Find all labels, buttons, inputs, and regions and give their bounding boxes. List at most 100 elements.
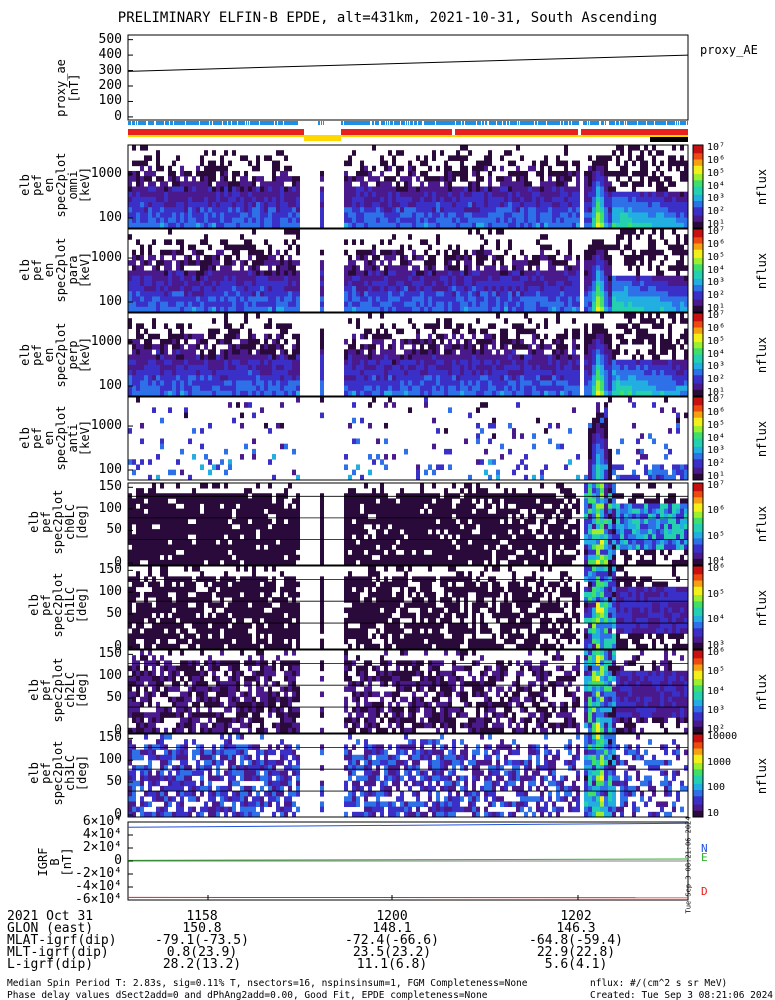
heatmap-cell — [568, 244, 572, 251]
heatmap-cell — [564, 359, 568, 366]
heatmap-cell — [444, 202, 448, 208]
heatmap-cell — [256, 286, 260, 292]
heatmap-cell — [140, 286, 144, 292]
heatmap-cell — [636, 364, 640, 371]
heatmap-cell — [460, 176, 464, 182]
heatmap-cell — [364, 196, 368, 203]
heatmap-cell — [400, 364, 404, 371]
heatmap-cell — [668, 176, 672, 182]
heatmap-cell — [168, 165, 172, 172]
heatmap-cell — [388, 375, 392, 381]
heatmap-cell — [180, 306, 184, 313]
heatmap-cell — [364, 217, 368, 224]
heatmap-cell — [228, 160, 232, 167]
heatmap-cell — [200, 354, 204, 361]
heatmap-cell — [136, 306, 140, 313]
heatmap-cell — [432, 296, 436, 303]
heatmap-cell — [480, 207, 484, 213]
colorbar-step — [693, 196, 703, 200]
status-blue-segment — [233, 121, 234, 125]
heatmap-cell — [260, 176, 264, 182]
heatmap-cell — [476, 318, 480, 324]
heatmap-cell — [296, 280, 300, 287]
heatmap-cell — [240, 155, 244, 161]
heatmap-cell — [656, 370, 660, 376]
heatmap-cell — [216, 286, 220, 292]
heatmap-cell — [416, 155, 420, 161]
heatmap-cell — [512, 170, 516, 177]
heatmap-cell — [596, 375, 600, 381]
heatmap-cell — [356, 349, 360, 355]
heatmap-cell — [612, 196, 616, 203]
heatmap-cell — [656, 186, 660, 193]
heatmap-cell — [344, 249, 348, 256]
heatmap-cell — [296, 349, 300, 355]
status-blue-segment — [347, 121, 348, 125]
heatmap-cell — [444, 280, 448, 287]
heatmap-cell — [532, 217, 536, 224]
heatmap-cell — [220, 249, 224, 256]
heatmap-cell — [168, 212, 172, 219]
heatmap-cell — [576, 165, 580, 172]
heatmap-cell — [228, 270, 232, 277]
heatmap-cell — [548, 254, 552, 261]
heatmap-cell — [252, 186, 256, 193]
heatmap-cell — [196, 364, 200, 371]
heatmap-cell — [660, 181, 664, 187]
heatmap-cell — [248, 280, 252, 287]
heatmap-cell — [160, 301, 164, 308]
heatmap-cell — [640, 275, 644, 282]
heatmap-cell — [296, 333, 300, 340]
heatmap-cell — [508, 370, 512, 376]
heatmap-cell — [596, 338, 600, 345]
heatmap-cell — [256, 338, 260, 345]
heatmap-cell — [252, 181, 256, 187]
heatmap-cell — [504, 212, 508, 219]
heatmap-cell — [476, 275, 480, 282]
heatmap-cell — [228, 375, 232, 381]
heatmap-cell — [616, 370, 620, 376]
heatmap-cell — [360, 349, 364, 355]
heatmap-cell — [560, 181, 564, 187]
heatmap-cell — [440, 222, 444, 229]
heatmap-cell — [532, 306, 536, 313]
heatmap-cell — [508, 196, 512, 203]
heatmap-cell — [576, 186, 580, 193]
heatmap-cell — [468, 212, 472, 219]
heatmap-cell — [664, 239, 668, 245]
heatmap-cell — [628, 313, 632, 319]
heatmap-cell — [132, 370, 136, 376]
heatmap-cell — [660, 338, 664, 345]
heatmap-cell — [132, 186, 136, 193]
heatmap-cell — [196, 202, 200, 208]
heatmap-cell — [428, 207, 432, 213]
heatmap-cell — [272, 296, 276, 303]
heatmap-cell — [516, 196, 520, 203]
heatmap-cell — [252, 265, 256, 271]
heatmap-cell — [592, 286, 596, 292]
heatmap-cell — [204, 275, 208, 282]
heatmap-cell — [620, 323, 624, 329]
heatmap-cell — [188, 191, 192, 198]
colorbar-step — [693, 182, 703, 185]
heatmap-cell — [548, 176, 552, 182]
status-blue-segment — [508, 121, 509, 125]
heatmap-cell — [264, 370, 268, 376]
heatmap-cell — [128, 260, 132, 266]
heatmap-cell — [320, 344, 324, 350]
heatmap-cell — [144, 390, 148, 397]
heatmap-cell — [560, 359, 564, 366]
heatmap-cell — [320, 390, 324, 397]
heatmap-cell — [528, 370, 532, 376]
heatmap-cell — [368, 364, 372, 371]
heatmap-cell — [168, 217, 172, 224]
heatmap-cell — [320, 207, 324, 213]
heatmap-cell — [416, 270, 420, 277]
heatmap-cell — [476, 390, 480, 397]
heatmap-cell — [540, 349, 544, 355]
heatmap-cell — [268, 318, 272, 324]
heatmap-cell — [524, 301, 528, 308]
heatmap-cell — [468, 229, 472, 235]
heatmap-cell — [188, 222, 192, 229]
heatmap-cell — [236, 385, 240, 392]
